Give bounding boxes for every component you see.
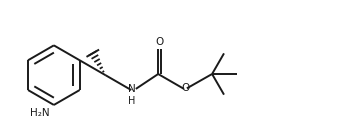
Text: N: N: [128, 84, 136, 95]
Text: O: O: [181, 83, 190, 93]
Text: H₂N: H₂N: [30, 108, 49, 118]
Text: H: H: [128, 96, 136, 106]
Text: O: O: [155, 37, 164, 47]
